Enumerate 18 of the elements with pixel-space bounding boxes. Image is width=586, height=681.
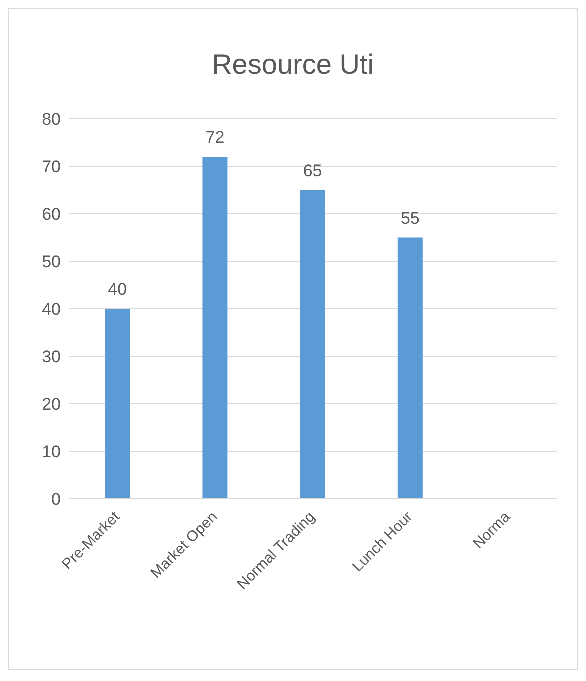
y-tick-label: 80 xyxy=(42,110,61,130)
data-label: 55 xyxy=(400,208,420,228)
y-tick-label: 10 xyxy=(42,442,61,462)
data-label: 72 xyxy=(206,128,225,147)
bar xyxy=(202,157,228,499)
y-tick-label: 40 xyxy=(42,300,61,320)
bar xyxy=(105,309,130,499)
y-tick-label: 50 xyxy=(42,252,61,272)
y-tick-label: 70 xyxy=(42,158,61,177)
bar xyxy=(398,238,423,499)
y-tick-label: 60 xyxy=(42,205,61,224)
y-tick-label: 30 xyxy=(42,348,61,367)
bar xyxy=(300,190,326,499)
data-label: 40 xyxy=(108,280,128,299)
chart-title: Resource Uti xyxy=(211,49,375,82)
y-tick-label: 0 xyxy=(52,490,61,510)
data-label: 65 xyxy=(303,161,322,180)
y-tick-label: 20 xyxy=(42,395,61,414)
